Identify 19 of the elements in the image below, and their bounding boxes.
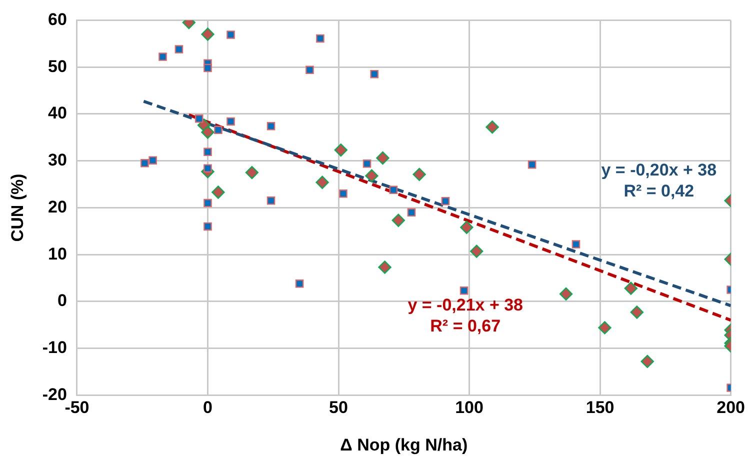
y-tick-label: 20 [48,197,67,216]
x-axis-title: Δ Nop (kg N/ha) [340,435,468,454]
x-tick-label: 100 [455,398,484,418]
y-axis-title: CUN (%) [8,174,27,242]
x-tick-label: 200 [716,398,746,418]
y-tick-label: 10 [48,244,67,264]
annotation: y = -0,21x + 38 R² = 0,67 [408,296,524,336]
annotation: y = -0,20x + 38 R² = 0,42 [601,160,717,201]
y-tick-label: 50 [48,56,67,76]
y-tick-label: 0 [58,291,67,310]
y-tick-label: -10 [42,338,67,358]
x-tick-label: 50 [329,398,348,418]
y-tick-label: 30 [48,150,67,170]
y-tick-label: -20 [42,384,67,404]
x-tick-label: -50 [64,398,90,418]
y-tick-label: 60 [48,10,67,29]
x-tick-label: 150 [586,398,614,418]
x-tick-label: 0 [203,398,212,418]
y-tick-label: 40 [48,104,67,123]
